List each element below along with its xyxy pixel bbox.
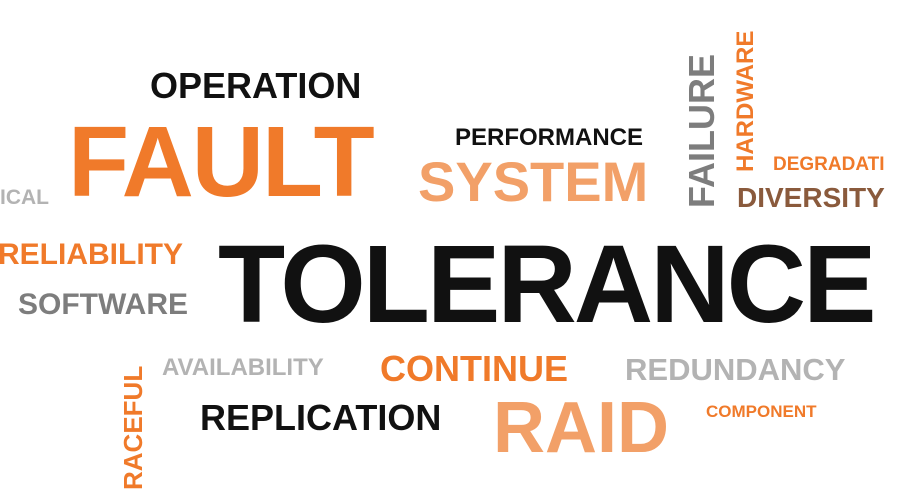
word-hardware: HARDWARE [732,30,759,172]
word-component: COMPONENT [706,402,817,421]
word-degradation: DEGRADATI [773,154,885,175]
word-reliability: RELIABILITY [0,238,183,271]
word-availability: AVAILABILITY [162,354,324,381]
word-replication: REPLICATION [200,397,442,438]
word-diversity: DIVERSITY [737,182,885,213]
word-operation: OPERATION [150,65,362,106]
word-continue: CONTINUE [380,348,568,389]
word-tolerance: TOLERANCE [218,223,876,346]
word-ical: ICAL [0,186,49,209]
word-performance: PERFORMANCE [455,124,644,151]
word-system: SYSTEM [418,150,649,213]
word-fault: FAULT [68,106,375,218]
word-graceful: RACEFUL [118,365,148,490]
word-redundancy: REDUNDANCY [625,352,846,387]
word-raid: RAID [493,388,669,468]
word-failure: FAILURE [681,53,722,208]
word-software: SOFTWARE [18,288,188,321]
